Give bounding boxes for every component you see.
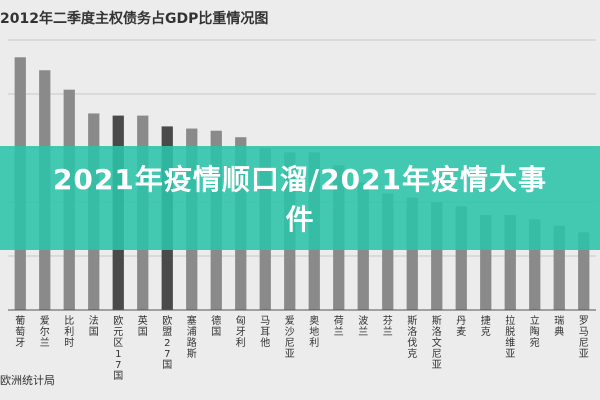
category-label: 瑞典 — [554, 315, 564, 338]
category-label: 英国 — [138, 314, 148, 338]
category-label: 法国 — [89, 314, 99, 338]
source-label: 欧洲统计局 — [0, 374, 55, 387]
category-label: 爱沙尼亚 — [285, 314, 295, 360]
category-label: 德国 — [211, 314, 221, 338]
bar — [455, 206, 467, 310]
category-label: 丹麦 — [456, 315, 466, 338]
bar — [431, 202, 443, 310]
category-label: 爱尔兰 — [40, 314, 50, 349]
bar — [480, 214, 492, 310]
category-label: 匈牙利 — [236, 314, 246, 349]
bar — [529, 219, 541, 310]
bar — [504, 214, 516, 310]
category-label: 罗马尼亚 — [579, 315, 589, 360]
category-label: 比利时 — [64, 315, 74, 349]
category-label: 荷兰 — [334, 315, 344, 338]
bar — [578, 232, 590, 310]
category-label: 斯洛文尼亚 — [432, 314, 442, 371]
bar — [382, 193, 394, 310]
category-label: 拉脱维亚 — [505, 314, 515, 360]
chart-title: 2012年二季度主权债务占GDP比重情况图 — [0, 11, 269, 27]
category-label: 葡萄牙 — [15, 314, 25, 349]
category-label: 立陶宛 — [530, 314, 540, 349]
category-label: 欧盟 2 7 国 — [162, 315, 172, 371]
category-label: 捷克 — [481, 314, 491, 338]
category-label: 塞浦路斯 — [187, 314, 197, 360]
category-label: 波兰 — [358, 314, 368, 338]
category-label: 芬兰 — [383, 315, 393, 338]
headline-banner: 2021年疫情顺口溜/2021年疫情大事件 — [0, 146, 600, 250]
headline-text: 2021年疫情顺口溜/2021年疫情大事件 — [52, 163, 548, 236]
category-label: 马耳他 — [260, 315, 270, 349]
bar — [406, 197, 418, 310]
category-label: 斯洛伐克 — [407, 314, 417, 360]
category-label: 欧元区 1 7 国 — [113, 315, 123, 382]
category-label: 奥地利 — [309, 314, 319, 349]
bar — [553, 225, 565, 310]
